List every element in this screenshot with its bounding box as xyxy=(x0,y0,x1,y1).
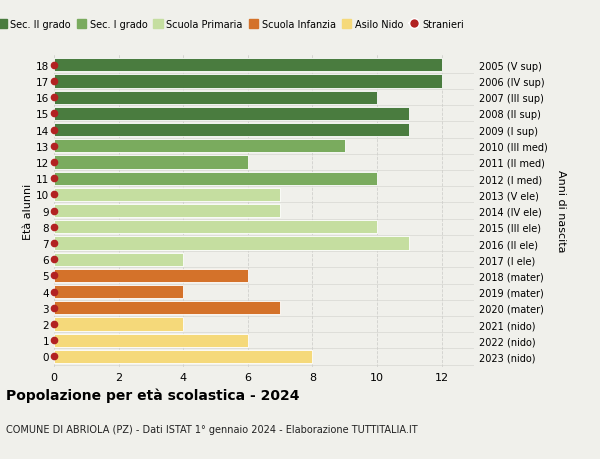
Legend: Sec. II grado, Sec. I grado, Scuola Primaria, Scuola Infanzia, Asilo Nido, Stran: Sec. II grado, Sec. I grado, Scuola Prim… xyxy=(0,16,467,34)
Bar xyxy=(54,237,409,250)
Bar xyxy=(54,221,377,234)
Bar xyxy=(54,107,409,121)
Bar xyxy=(54,318,183,331)
Bar xyxy=(54,75,442,89)
Text: Popolazione per età scolastica - 2024: Popolazione per età scolastica - 2024 xyxy=(6,388,299,403)
Bar xyxy=(54,253,183,266)
Bar xyxy=(54,188,280,202)
Bar xyxy=(54,285,183,299)
Bar xyxy=(54,269,248,282)
Y-axis label: Anni di nascita: Anni di nascita xyxy=(556,170,566,252)
Bar xyxy=(54,172,377,185)
Text: COMUNE DI ABRIOLA (PZ) - Dati ISTAT 1° gennaio 2024 - Elaborazione TUTTITALIA.IT: COMUNE DI ABRIOLA (PZ) - Dati ISTAT 1° g… xyxy=(6,425,418,435)
Bar xyxy=(54,205,280,218)
Bar xyxy=(54,140,345,153)
Bar xyxy=(54,350,313,364)
Bar xyxy=(54,91,377,105)
Bar xyxy=(54,156,248,169)
Bar xyxy=(54,334,248,347)
Bar xyxy=(54,302,280,315)
Bar xyxy=(54,123,409,137)
Bar xyxy=(54,59,442,72)
Y-axis label: Età alunni: Età alunni xyxy=(23,183,33,239)
